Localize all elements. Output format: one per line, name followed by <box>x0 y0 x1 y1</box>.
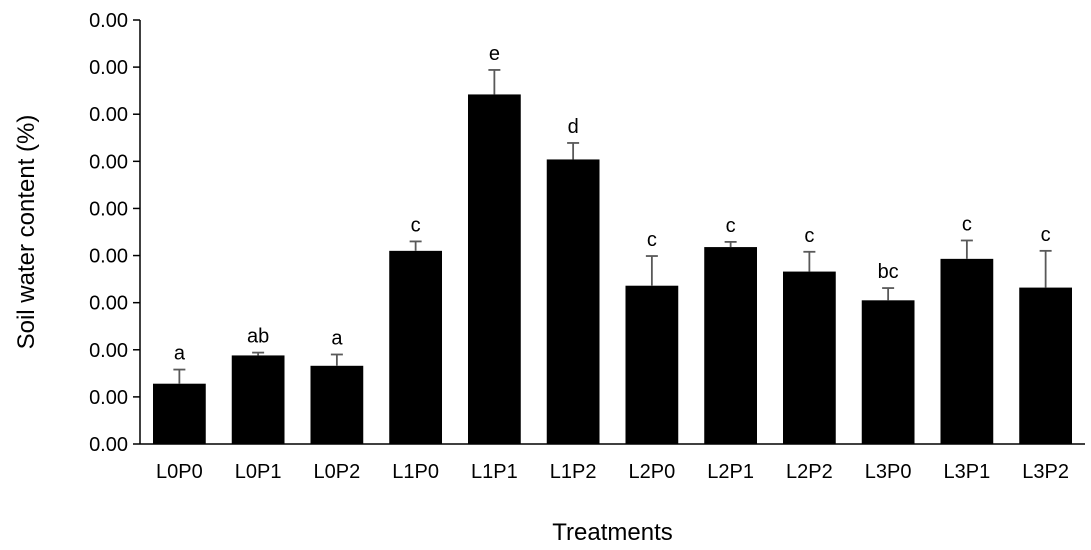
bar-l1p0 <box>389 250 443 444</box>
y-axis-ticks: 0.00 0.00 0.00 0.00 0.00 0.00 0.00 0.00 0.00 0.00 <box>89 10 140 456</box>
bar-l0p0 <box>152 383 206 444</box>
bar-l2p1 <box>704 247 758 444</box>
x-tick-label: L2P0 <box>629 461 676 483</box>
significance-label: ab <box>247 326 269 348</box>
y-tick-label: 0.00 <box>89 387 128 409</box>
y-tick-label: 0.00 <box>89 434 128 456</box>
bar-l1p1 <box>467 94 521 445</box>
x-tick-label: L1P0 <box>392 461 439 483</box>
x-tick-label: L0P0 <box>156 461 203 483</box>
significance-label: d <box>568 116 579 138</box>
y-tick-label: 0.00 <box>89 246 128 268</box>
significance-label: e <box>489 43 500 65</box>
y-tick-label: 0.00 <box>89 104 128 126</box>
x-tick-label: L3P2 <box>1022 461 1069 483</box>
y-tick-label: 0.00 <box>89 10 128 32</box>
x-tick-label: L3P0 <box>865 461 912 483</box>
bar-l0p1 <box>231 355 285 444</box>
y-tick-label: 0.00 <box>89 293 128 315</box>
bar-l2p0 <box>625 285 679 444</box>
bar-l3p2 <box>1019 287 1073 444</box>
x-tick-label: L2P2 <box>786 461 833 483</box>
bar-l0p2 <box>310 365 364 444</box>
x-tick-label: L2P1 <box>707 461 754 483</box>
y-tick-label: 0.00 <box>89 151 128 173</box>
bar-l3p1 <box>940 258 994 444</box>
significance-label: c <box>962 213 972 235</box>
x-tick-label: L3P1 <box>944 461 991 483</box>
x-axis-ticks: L0P0 L0P1 L0P2 L1P0 L1P1 L1P2 L2P0 L2P1 L2P2 L3P0… <box>156 461 1069 483</box>
error-bars <box>173 69 1052 384</box>
x-tick-label: L0P2 <box>314 461 361 483</box>
significance-label: c <box>411 214 421 236</box>
x-axis-title: Treatments <box>552 519 672 546</box>
bars <box>152 94 1073 445</box>
significance-label: bc <box>878 261 899 283</box>
bar-l3p0 <box>861 300 915 444</box>
significance-labels: a ab a c e d c c c bc c c <box>174 43 1051 365</box>
y-tick-label: 0.00 <box>89 57 128 79</box>
significance-label: c <box>804 225 814 247</box>
y-axis-title: Soil water content (%) <box>13 115 40 350</box>
bar-l1p2 <box>546 159 600 444</box>
x-tick-label: L1P2 <box>550 461 597 483</box>
y-tick-label: 0.00 <box>89 340 128 362</box>
significance-label: c <box>726 215 736 237</box>
significance-label: c <box>1041 224 1051 246</box>
y-tick-label: 0.00 <box>89 198 128 220</box>
x-tick-label: L1P1 <box>471 461 518 483</box>
x-tick-label: L0P1 <box>235 461 282 483</box>
significance-label: a <box>331 327 343 349</box>
significance-label: c <box>647 229 657 251</box>
bar-l2p2 <box>782 271 836 444</box>
significance-label: a <box>174 343 186 365</box>
